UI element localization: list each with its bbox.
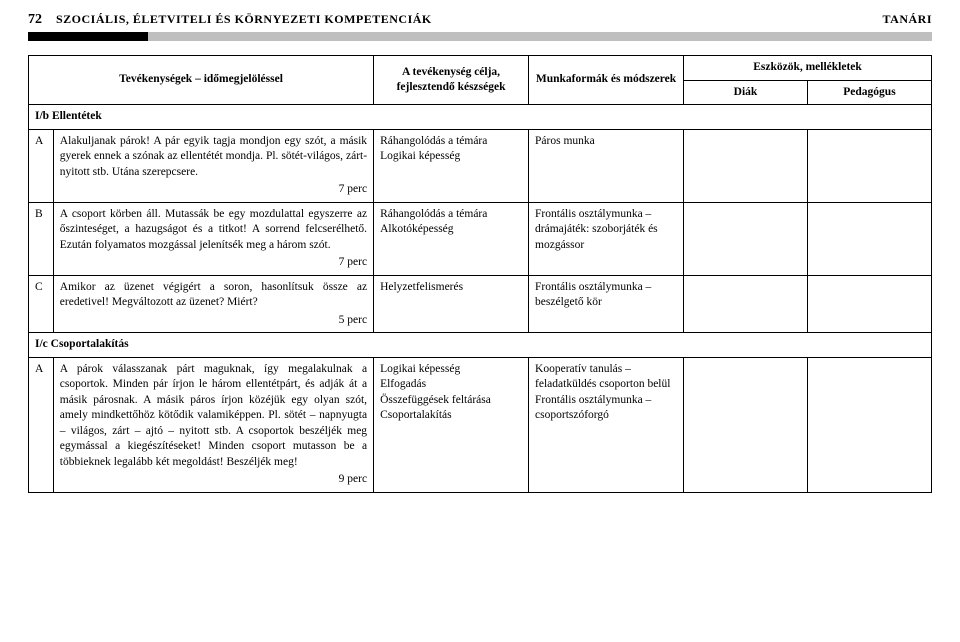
- table-row: B A csoport körben áll. Mutassák be egy …: [29, 202, 932, 275]
- row-ped: [807, 129, 931, 202]
- row-work: Frontális osztálymunka – drámajáték: szo…: [529, 202, 684, 275]
- col-goal-header: A tevékenység célja, fejlesztendő készsé…: [374, 56, 529, 105]
- row-letter: C: [29, 275, 54, 333]
- table-row: A Alakuljanak párok! A pár egyik tagja m…: [29, 129, 932, 202]
- col-diak-header: Diák: [684, 80, 808, 105]
- row-work: Kooperatív tanulás – feladatküldés csopo…: [529, 357, 684, 492]
- col-tools-header: Eszközök, mellékletek: [684, 56, 932, 81]
- section-ic-label: I/c Csoportalakítás: [29, 333, 932, 358]
- row-diak: [684, 129, 808, 202]
- row-work: Páros munka: [529, 129, 684, 202]
- header-bar-fill: [28, 32, 148, 41]
- page-header: 72 SZOCIÁLIS, ÉLETVITELI ÉS KÖRNYEZETI K…: [28, 12, 932, 28]
- row-activity: A csoport körben áll. Mutassák be egy mo…: [53, 202, 373, 275]
- row-letter: A: [29, 129, 54, 202]
- activity-text: A csoport körben áll. Mutassák be egy mo…: [60, 208, 367, 251]
- col-activity-header: Tevékenységek – időmegjelöléssel: [29, 56, 374, 105]
- row-goal: Ráhangolódás a témára Logikai képesség: [374, 129, 529, 202]
- row-activity: Alakuljanak párok! A pár egyik tagja mon…: [53, 129, 373, 202]
- table-header: Tevékenységek – időmegjelöléssel A tevék…: [29, 56, 932, 105]
- activity-time: 7 perc: [60, 182, 367, 198]
- page-role: TANÁRI: [883, 12, 932, 27]
- section-row-ic: I/c Csoportalakítás: [29, 333, 932, 358]
- row-goal: Ráhangolódás a témára Alkotóképesség: [374, 202, 529, 275]
- row-goal: Helyzetfelismerés: [374, 275, 529, 333]
- activity-text: Amikor az üzenet végigért a soron, hason…: [60, 281, 367, 309]
- col-workforms-header: Munkaformák és módszerek: [529, 56, 684, 105]
- row-letter: B: [29, 202, 54, 275]
- activity-time: 5 perc: [60, 313, 367, 329]
- section-ib-label: I/b Ellentétek: [29, 105, 932, 130]
- main-table: Tevékenységek – időmegjelöléssel A tevék…: [28, 55, 932, 493]
- row-diak: [684, 275, 808, 333]
- row-ped: [807, 275, 931, 333]
- section-row-ib: I/b Ellentétek: [29, 105, 932, 130]
- row-activity: A párok válasszanak párt maguknak, így m…: [53, 357, 373, 492]
- col-pedagogus-header: Pedagógus: [807, 80, 931, 105]
- row-ped: [807, 202, 931, 275]
- row-ped: [807, 357, 931, 492]
- page-title: SZOCIÁLIS, ÉLETVITELI ÉS KÖRNYEZETI KOMP…: [56, 12, 883, 27]
- page-number: 72: [28, 12, 42, 28]
- row-letter: A: [29, 357, 54, 492]
- row-diak: [684, 357, 808, 492]
- activity-text: Alakuljanak párok! A pár egyik tagja mon…: [60, 135, 367, 178]
- table-row: A A párok válasszanak párt maguknak, így…: [29, 357, 932, 492]
- header-bar: [28, 32, 932, 41]
- row-work: Frontális osztálymunka – beszélgető kör: [529, 275, 684, 333]
- activity-time: 7 perc: [60, 255, 367, 271]
- row-goal: Logikai képesség Elfogadás Összefüggések…: [374, 357, 529, 492]
- activity-time: 9 perc: [60, 472, 367, 488]
- row-activity: Amikor az üzenet végigért a soron, hason…: [53, 275, 373, 333]
- table-row: C Amikor az üzenet végigért a soron, has…: [29, 275, 932, 333]
- activity-text: A párok válasszanak párt maguknak, így m…: [60, 363, 367, 468]
- row-diak: [684, 202, 808, 275]
